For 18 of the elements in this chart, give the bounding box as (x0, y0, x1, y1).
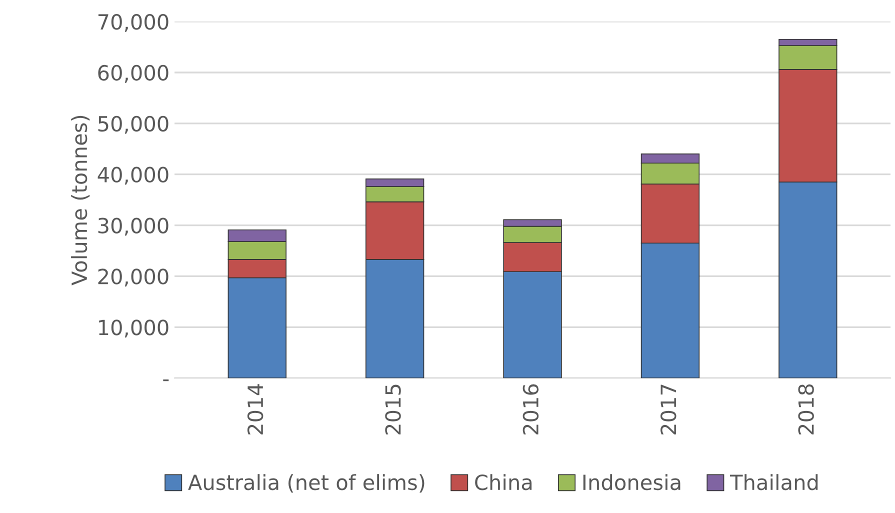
y-tick-label: - (163, 379, 169, 382)
legend-label: Australia (net of elims) (188, 474, 424, 493)
y-axis-title: Volume (tonnes) (71, 116, 90, 286)
y-tick-label: 70,000 (98, 14, 168, 32)
y-tick-label: 40,000 (98, 166, 168, 185)
x-tick-label: 2014 (247, 384, 264, 434)
x-tick-label: 2017 (660, 384, 676, 434)
legend-label: China (475, 474, 532, 490)
legend-label: Thailand (730, 474, 818, 490)
y-tick-label: 30,000 (98, 218, 168, 236)
x-tick-label: 2018 (798, 384, 814, 434)
x-tick-label: 2015 (385, 384, 401, 434)
legend-label: Indonesia (583, 474, 680, 490)
y-tick-label: 20,000 (98, 268, 168, 287)
y-tick-label: 10,000 (99, 320, 168, 338)
y-tick-label: 60,000 (98, 64, 168, 83)
y-tick-label: 50,000 (98, 116, 168, 134)
x-tick-label: 2016 (522, 384, 539, 434)
